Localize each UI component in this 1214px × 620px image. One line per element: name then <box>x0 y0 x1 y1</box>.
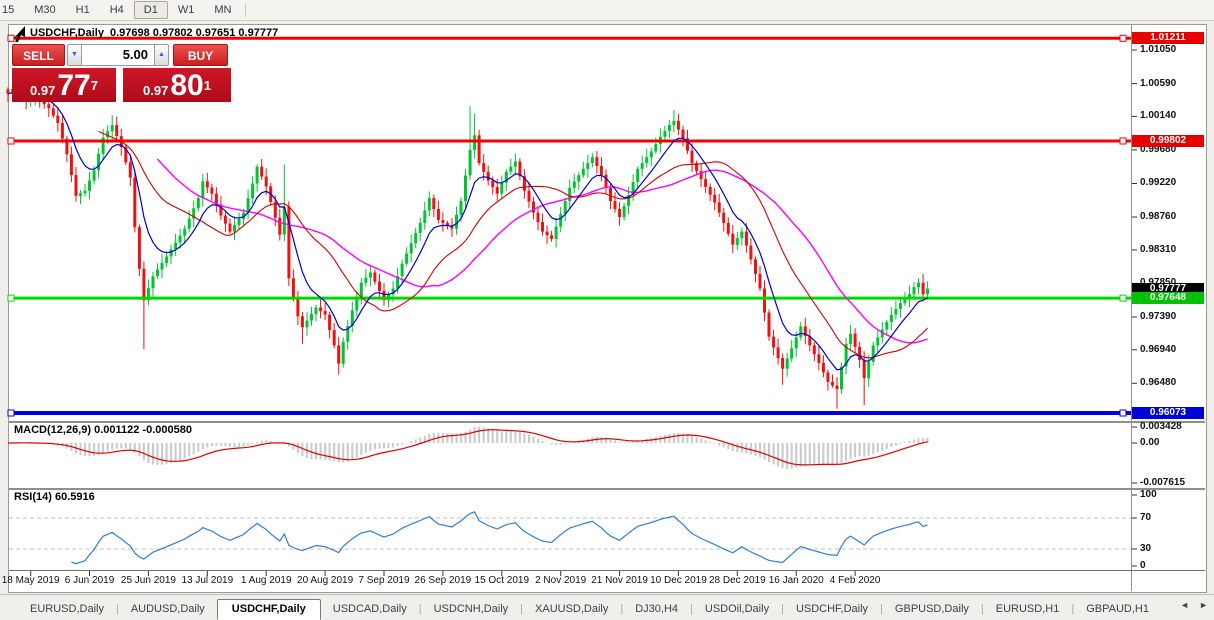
volume-increase-button[interactable]: ▲ <box>154 44 169 66</box>
rsi-label: RSI(14) 60.5916 <box>14 491 95 503</box>
timeframe-button-d1[interactable]: D1 <box>133 1 168 19</box>
chart-title: USDCHF,Daily 0.97698 0.97802 0.97651 0.97… <box>30 27 278 39</box>
timeframe-toolbar: 15 M30 H1 H4 D1 W1 MN <box>0 0 1214 21</box>
price-axis-tick: 0.97390 <box>1140 310 1177 322</box>
chart-tab-usdcad-daily[interactable]: USDCAD,Daily <box>332 603 407 615</box>
cursor-arrow-icon <box>13 26 27 47</box>
chart-ohlc-values: 0.97698 0.97802 0.97651 0.97777 <box>109 27 279 39</box>
timeframe-button-mn[interactable]: MN <box>214 4 232 16</box>
tab-separator: | <box>781 603 784 615</box>
date-axis-label: 1 Aug 2019 <box>240 575 292 586</box>
tab-scroll-right-icon[interactable]: ► <box>1199 600 1208 610</box>
rsi-axis-tick: 30 <box>1140 543 1152 554</box>
buy-price-big: 80 <box>170 69 204 102</box>
date-axis-label: 16 Jan 2020 <box>768 575 824 586</box>
price-axis-tick: 0.99220 <box>1140 177 1177 189</box>
rsi-axis-tick: 0 <box>1140 560 1146 571</box>
timeframe-button-h1[interactable]: H1 <box>75 4 90 16</box>
price-badge-1.01211: 1.01211 <box>1132 32 1204 45</box>
tab-scroll-arrows: ◄ ► <box>1180 600 1208 610</box>
chart-window[interactable] <box>8 24 1207 593</box>
volume-input[interactable]: 5.00 <box>82 44 154 66</box>
tab-separator: | <box>1071 603 1075 615</box>
sell-price-big: 77 <box>57 69 91 102</box>
timeframe-button-m30[interactable]: M30 <box>34 4 56 16</box>
rsi-axis-tick: 100 <box>1140 489 1157 500</box>
tab-separator: | <box>520 603 524 615</box>
price-badge-0.97648: 0.97648 <box>1132 292 1204 305</box>
sell-button[interactable]: SELL <box>12 44 65 66</box>
date-axis-label: 2 Nov 2019 <box>535 575 587 586</box>
price-badge-0.99802: 0.99802 <box>1132 135 1204 148</box>
price-axis-tick: 0.96480 <box>1140 377 1177 389</box>
chart-tab-xauusd-daily[interactable]: XAUUSD,Daily <box>535 603 609 615</box>
chart-tab-usdchf-daily[interactable]: USDCHF,Daily <box>216 599 321 620</box>
date-axis-label: 25 Jun 2019 <box>120 575 176 586</box>
price-scale-divider <box>1131 25 1132 591</box>
date-axis-label: 6 Jun 2019 <box>64 575 115 586</box>
price-badge-0.96073: 0.96073 <box>1132 407 1204 420</box>
date-axis-label: 15 Oct 2019 <box>474 575 530 586</box>
volume-decrease-button[interactable]: ▼ <box>67 44 82 66</box>
date-axis-divider <box>9 570 1205 571</box>
chart-tab-bar: EURUSD,Daily | AUDUSD,Daily USDCHF,Daily USD… <box>0 594 1214 620</box>
timeframe-button-h4[interactable]: H4 <box>109 4 124 16</box>
macd-axis-tick: 0.003428 <box>1140 421 1182 432</box>
macd-axis-tick: -0.007615 <box>1140 477 1186 488</box>
date-axis-label: 28 Dec 2019 <box>708 575 766 586</box>
chart-tab-usdcnh-daily[interactable]: USDCNH,Daily <box>433 603 509 615</box>
macd-panel-divider[interactable] <box>9 421 1205 423</box>
buy-price-display[interactable]: 0.97 80 1 <box>123 68 231 102</box>
buy-price-sup: 1 <box>203 78 211 93</box>
one-click-trading-panel: SELL ▼ 5.00 ▲ BUY 0.97 77 7 0.97 80 1 <box>12 44 231 102</box>
date-axis-label: 20 Aug 2019 <box>297 575 354 586</box>
price-axis-tick: 1.00140 <box>1140 110 1177 122</box>
buy-button[interactable]: BUY <box>173 44 228 66</box>
tab-separator: | <box>880 603 883 615</box>
price-badge-0.97777: 0.97777 <box>1132 282 1204 295</box>
tab-separator: | <box>418 603 422 615</box>
date-axis-label: 7 Sep 2019 <box>358 575 410 586</box>
toolbar-separator <box>245 3 247 17</box>
sell-price-display[interactable]: 0.97 77 7 <box>12 68 116 102</box>
tab-separator: | <box>620 603 624 615</box>
chart-tab-gbpusd-daily[interactable]: GBPUSD,Daily <box>894 603 969 615</box>
macd-label: MACD(12,26,9) 0.001122 -0.000580 <box>14 424 192 436</box>
buy-price-small: 0.97 <box>143 83 169 98</box>
tab-separator: | <box>690 603 693 615</box>
rsi-panel-divider[interactable] <box>9 488 1205 490</box>
date-axis-label: 18 May 2019 <box>1 575 60 586</box>
price-axis-tick: 0.98760 <box>1140 211 1177 223</box>
price-axis-tick: 0.98310 <box>1140 243 1177 255</box>
tab-separator: | <box>115 603 119 615</box>
tab-scroll-left-icon[interactable]: ◄ <box>1180 600 1190 610</box>
chart-tab-audusd-daily[interactable]: AUDUSD,Daily <box>130 603 205 615</box>
date-axis-label: 21 Nov 2019 <box>591 575 648 586</box>
chart-tab-dj30-h4[interactable]: DJ30,H4 <box>635 603 679 615</box>
date-axis-label: 4 Feb 2020 <box>829 575 881 586</box>
date-axis-label: 13 Jul 2019 <box>181 575 234 586</box>
price-axis-tick: 1.01050 <box>1140 44 1177 55</box>
chart-tab-eurusd-h1[interactable]: EURUSD,H1 <box>995 603 1060 615</box>
chart-tab-gbpaud-h1[interactable]: GBPAUD,H1 <box>1086 603 1149 615</box>
chart-symbol-period: USDCHF,Daily <box>30 27 104 39</box>
chart-tab-eurusd-daily[interactable]: EURUSD,Daily <box>30 603 104 615</box>
timeframe-button-w1[interactable]: W1 <box>177 4 195 16</box>
price-axis-tick: 0.99680 <box>1140 143 1177 155</box>
chart-tab-usdchf-daily-2[interactable]: USDCHF,Daily <box>795 603 869 615</box>
date-axis-label: 26 Sep 2019 <box>414 575 472 586</box>
price-axis-tick: 1.00590 <box>1140 77 1177 89</box>
date-axis-label: 10 Dec 2019 <box>650 575 707 586</box>
sell-price-small: 0.97 <box>30 83 56 98</box>
timeframe-button-15[interactable]: 15 <box>2 4 15 16</box>
rsi-axis-tick: 70 <box>1140 512 1152 523</box>
price-axis-tick: 0.96940 <box>1140 343 1177 355</box>
macd-axis-tick: 0.00 <box>1140 437 1160 448</box>
sell-price-sup: 7 <box>90 78 98 93</box>
tab-separator: | <box>980 603 984 615</box>
chart-tab-usdoil-daily[interactable]: USDOil,Daily <box>704 603 770 615</box>
